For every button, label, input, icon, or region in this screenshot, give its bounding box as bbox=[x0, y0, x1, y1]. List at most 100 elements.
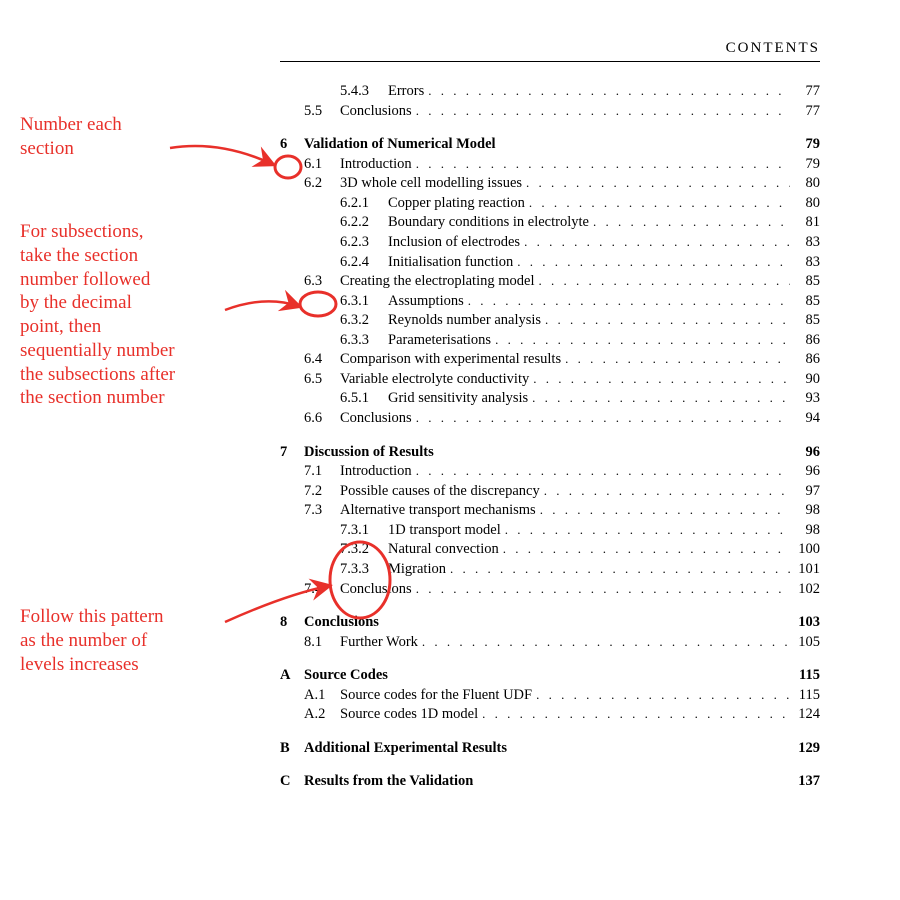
toc-leader-dots bbox=[536, 501, 790, 521]
toc-number: 6.5.1 bbox=[340, 389, 388, 409]
toc-title: Discussion of Results bbox=[304, 443, 434, 463]
toc-entry: 6.5Variable electrolyte conductivity90 bbox=[280, 370, 820, 390]
toc-number: 8.1 bbox=[304, 633, 340, 653]
toc-number: 6.2.1 bbox=[340, 194, 388, 214]
toc-page: 137 bbox=[790, 772, 820, 792]
toc-entry: 8Conclusions103 bbox=[280, 613, 820, 633]
toc-entry: 7.1Introduction96 bbox=[280, 462, 820, 482]
toc-title: Conclusions bbox=[340, 409, 412, 429]
toc-entry: 6.2.4Initialisation function83 bbox=[280, 253, 820, 273]
toc-title: Source codes for the Fluent UDF bbox=[340, 686, 532, 706]
toc-page: 93 bbox=[790, 389, 820, 409]
toc-list: 5.4.3Errors775.5Conclusions776Validation… bbox=[280, 82, 820, 792]
toc-leader-dots bbox=[412, 409, 790, 429]
toc-page: 98 bbox=[790, 521, 820, 541]
toc-page: 86 bbox=[790, 331, 820, 351]
toc-title: Conclusions bbox=[304, 613, 379, 633]
toc-leader-dots bbox=[525, 194, 790, 214]
toc-entry: 6.2.2Boundary conditions in electrolyte8… bbox=[280, 213, 820, 233]
toc-leader-dots bbox=[412, 155, 790, 175]
toc-entry: 6.3Creating the electroplating model 85 bbox=[280, 272, 820, 292]
toc-number: 6.6 bbox=[304, 409, 340, 429]
toc-leader-dots bbox=[534, 272, 790, 292]
toc-entry: A.2Source codes 1D model124 bbox=[280, 705, 820, 725]
toc-leader-dots bbox=[478, 705, 790, 725]
toc-page: 79 bbox=[790, 155, 820, 175]
toc-leader-dots bbox=[532, 686, 790, 706]
toc-number: 6.5 bbox=[304, 370, 340, 390]
toc-number: 6.3.3 bbox=[340, 331, 388, 351]
toc-entry: CResults from the Validation 137 bbox=[280, 772, 820, 792]
toc-title: Grid sensitivity analysis bbox=[388, 389, 528, 409]
toc-entry: 6.1Introduction79 bbox=[280, 155, 820, 175]
toc-entry: 8.1Further Work 105 bbox=[280, 633, 820, 653]
toc-number: A.1 bbox=[304, 686, 340, 706]
toc-page: 85 bbox=[790, 292, 820, 312]
toc-entry: 7.2Possible causes of the discrepancy97 bbox=[280, 482, 820, 502]
toc-number: 6.2 bbox=[304, 174, 340, 194]
toc-number: 6.2.4 bbox=[340, 253, 388, 273]
toc-title: Errors bbox=[388, 82, 424, 102]
toc-entry: A.1Source codes for the Fluent UDF 115 bbox=[280, 686, 820, 706]
toc-entry: 6Validation of Numerical Model79 bbox=[280, 135, 820, 155]
toc-title: Further Work bbox=[340, 633, 418, 653]
toc-leader-dots bbox=[412, 462, 790, 482]
toc-title: 3D whole cell modelling issues bbox=[340, 174, 522, 194]
annotation-2: For subsections,take the sectionnumber f… bbox=[20, 220, 250, 410]
toc-page: 105 bbox=[790, 633, 820, 653]
toc-number: 7.3.2 bbox=[340, 540, 388, 560]
toc-leader-dots bbox=[540, 482, 790, 502]
toc-number: 7.3.3 bbox=[340, 560, 388, 580]
annotation-1: Number eachsection bbox=[20, 113, 122, 161]
toc-page: 129 bbox=[790, 739, 820, 759]
toc-page: 96 bbox=[790, 462, 820, 482]
toc-entry: BAdditional Experimental Results129 bbox=[280, 739, 820, 759]
toc-page: 85 bbox=[790, 272, 820, 292]
toc-title: Parameterisations bbox=[388, 331, 491, 351]
toc-page: 96 bbox=[790, 443, 820, 463]
toc-title: Comparison with experimental results bbox=[340, 350, 561, 370]
toc-number: 7.2 bbox=[304, 482, 340, 502]
toc-title: Migration bbox=[388, 560, 446, 580]
toc-title: Source Codes bbox=[304, 666, 388, 686]
toc-entry: 6.23D whole cell modelling issues 80 bbox=[280, 174, 820, 194]
toc-entry: 7.3Alternative transport mechanisms98 bbox=[280, 501, 820, 521]
toc-number: 6.4 bbox=[304, 350, 340, 370]
toc-leader-dots bbox=[464, 292, 790, 312]
toc-leader-dots bbox=[589, 213, 790, 233]
toc-number: 6.3 bbox=[304, 272, 340, 292]
toc-number: 7.1 bbox=[304, 462, 340, 482]
toc-number: A bbox=[280, 666, 304, 686]
toc-title: Source codes 1D model bbox=[340, 705, 478, 725]
toc-leader-dots bbox=[446, 560, 790, 580]
toc-title: 1D transport model bbox=[388, 521, 501, 541]
toc-page: 83 bbox=[790, 233, 820, 253]
toc-title: Assumptions bbox=[388, 292, 464, 312]
toc-leader-dots bbox=[491, 331, 790, 351]
toc-entry: 6.4Comparison with experimental results 8… bbox=[280, 350, 820, 370]
toc-number: C bbox=[280, 772, 304, 792]
toc-title: Results from the Validation bbox=[304, 772, 473, 792]
toc-page: 100 bbox=[790, 540, 820, 560]
toc-title: Copper plating reaction bbox=[388, 194, 525, 214]
toc-number: 7.4 bbox=[304, 580, 340, 600]
toc-page: 115 bbox=[790, 686, 820, 706]
toc-page: 83 bbox=[790, 253, 820, 273]
toc-leader-dots bbox=[424, 82, 790, 102]
toc-page: 77 bbox=[790, 82, 820, 102]
toc-number: 6 bbox=[280, 135, 304, 155]
toc-title: Additional Experimental Results bbox=[304, 739, 507, 759]
page-header: CONTENTS bbox=[280, 40, 820, 62]
toc-entry: 7.4Conclusions102 bbox=[280, 580, 820, 600]
toc-page: 80 bbox=[790, 174, 820, 194]
toc-page: 80 bbox=[790, 194, 820, 214]
toc-leader-dots bbox=[522, 174, 790, 194]
toc-leader-dots bbox=[520, 233, 790, 253]
annotation-2-text: For subsections,take the sectionnumber f… bbox=[20, 221, 175, 408]
toc-leader-dots bbox=[513, 253, 790, 273]
toc-title: Inclusion of electrodes bbox=[388, 233, 520, 253]
toc-entry: 6.3.1Assumptions85 bbox=[280, 292, 820, 312]
toc-page: 86 bbox=[790, 350, 820, 370]
toc-title: Conclusions bbox=[340, 580, 412, 600]
toc-title: Creating the electroplating model bbox=[340, 272, 534, 292]
